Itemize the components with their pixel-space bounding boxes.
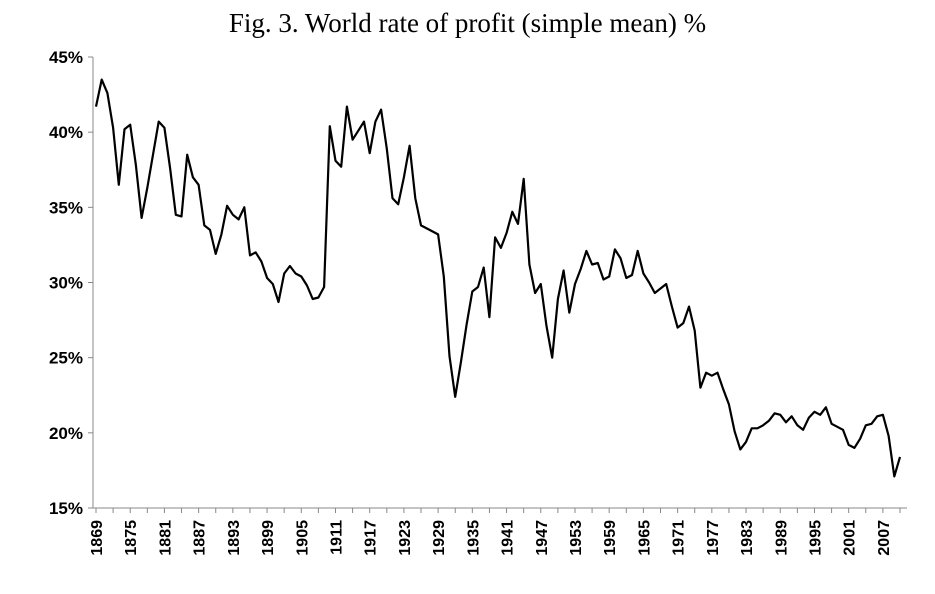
y-tick-label: 25%	[49, 349, 83, 368]
x-tick-label: 1983	[739, 520, 756, 556]
x-tick-label: 1917	[363, 520, 380, 556]
x-tick-label: 1935	[465, 520, 482, 556]
series-line	[94, 78, 902, 478]
y-tick-label: 30%	[49, 274, 83, 293]
y-tick-label: 15%	[49, 499, 83, 518]
chart-title: Fig. 3. World rate of profit (simple mea…	[228, 8, 707, 38]
x-tick-label: 1959	[602, 520, 619, 556]
x-tick-label: 1905	[294, 520, 311, 556]
x-tick-label: 1893	[226, 520, 243, 556]
axes	[88, 56, 907, 513]
x-tick-label: 1971	[671, 520, 688, 556]
x-tick-label: 1899	[260, 520, 277, 556]
y-tick-labels: 15% 20% 25% 30% 35% 40% 45%	[49, 48, 83, 518]
x-tick-label: 2007	[876, 520, 893, 556]
x-tick-label: 1875	[123, 520, 140, 556]
x-tick-label: 1953	[568, 520, 585, 556]
y-tick-label: 45%	[49, 48, 83, 67]
x-tick-label: 1911	[328, 520, 345, 555]
y-tick-label: 40%	[49, 123, 83, 142]
x-tick-label: 1929	[431, 520, 448, 556]
x-tick-label: 1965	[636, 520, 653, 556]
x-tick-label: 1941	[500, 520, 517, 556]
x-tick-label: 1995	[807, 520, 824, 556]
x-tick-label: 1947	[534, 520, 551, 556]
x-tick-label: 1869	[89, 520, 106, 556]
x-tick-label: 1989	[773, 520, 790, 556]
x-tick-label: 2001	[842, 520, 859, 556]
x-tick-label: 1881	[157, 520, 174, 556]
x-tick-labels: 1869 1875 1881 1887 1893 1899 1905 1911 1917 1923…	[89, 520, 893, 556]
y-tick-label: 20%	[49, 424, 83, 443]
x-tick-label: 1923	[397, 520, 414, 556]
y-tick-label: 35%	[49, 198, 83, 217]
x-tick-label: 1887	[192, 520, 209, 556]
x-tick-label: 1977	[705, 520, 722, 556]
